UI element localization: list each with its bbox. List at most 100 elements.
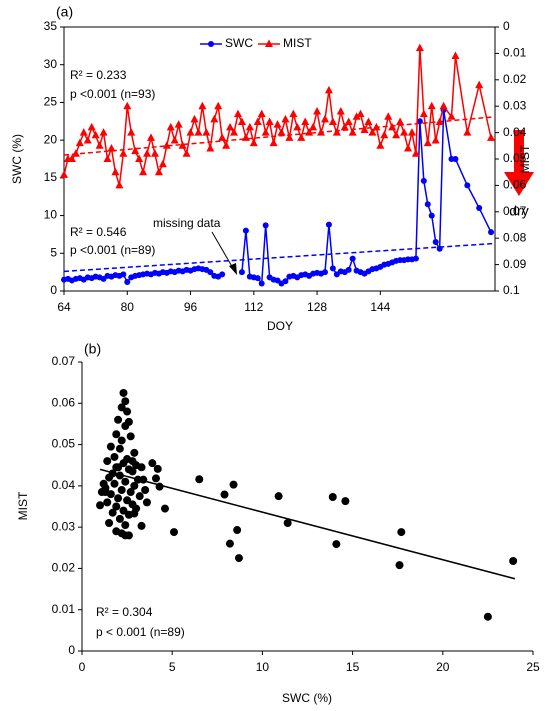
y-tick-label: 5 [50,245,57,259]
circle-marker [137,463,146,472]
triangle-marker [139,167,148,176]
triangle-marker [143,149,152,157]
triangle-marker [99,128,108,136]
triangle-marker [463,128,472,136]
annotation: R² = 0.304 [96,605,153,619]
y-tick-label: 25 [44,95,58,109]
triangle-marker [166,122,175,131]
circle-marker [114,494,123,503]
y-tick-label: 0.06 [52,395,76,409]
circle-marker [105,473,114,482]
triangle-marker [257,109,266,118]
triangle-marker [313,106,322,115]
triangle-marker [103,154,112,162]
y-tick-label: 0.01 [52,602,76,616]
circle-marker [282,278,289,285]
triangle-marker [182,149,191,157]
triangle-marker [60,170,68,178]
y2-tick-label: 0.06 [503,178,527,192]
circle-marker [130,481,139,490]
triangle-marker [415,43,424,52]
y2-tick-label: 0.02 [503,72,527,86]
triangle-marker [324,85,333,94]
x-tick-label: 96 [184,300,198,314]
x-tick-label: 0 [79,660,86,674]
circle-marker [207,269,214,276]
triangle-marker [340,122,349,131]
dry-arrow-head [504,172,534,196]
circle-marker [120,271,127,278]
circle-marker [115,471,124,480]
trend-line [99,468,516,580]
triangle-marker [404,143,413,152]
circle-marker [195,475,204,484]
y2-tick-label: 0.04 [503,125,527,139]
circle-marker [345,266,352,273]
triangle-marker [380,130,389,139]
triangle-marker [289,109,298,118]
y-tick-label: 10 [44,208,58,222]
circle-marker [123,496,132,505]
circle-marker [420,177,427,184]
circle-marker [476,205,483,212]
triangle-marker [396,117,405,126]
circle-marker [137,521,146,530]
circle-marker [126,488,135,497]
triangle-marker [202,128,211,136]
circle-marker [412,255,419,262]
y2-tick-label: 0.03 [503,98,527,112]
circle-marker [128,457,137,466]
circle-marker [483,612,492,621]
x-tick-label: 112 [244,300,263,314]
triangle-marker [119,149,128,157]
triangle-marker [214,101,223,110]
arrow-head [229,263,237,275]
triangle-marker [91,130,100,139]
triangle-marker [87,122,96,131]
circle-marker [395,561,404,570]
circle-marker [225,539,234,548]
triangle-marker [162,141,171,149]
circle-marker [283,519,292,528]
circle-marker [242,227,249,234]
circle-marker [115,514,124,523]
circle-marker [151,474,160,483]
x-tick-label: 128 [307,300,327,314]
circle-marker [262,222,269,229]
circle-marker [233,526,242,535]
triangle-marker [154,167,163,176]
triangle-marker [384,112,393,120]
circle-marker [349,255,356,262]
y-tick-label: 0.03 [52,519,76,533]
y2-tick-label: 0 [503,19,510,33]
triangle-marker [372,122,381,131]
y2-tick-label: 0.09 [503,257,527,271]
circle-marker [258,280,265,287]
circle-marker [110,452,119,461]
triangle-marker [269,138,278,147]
circle-marker [121,521,130,530]
triangle-marker [336,106,345,115]
triangle-marker [67,154,76,162]
circle-marker [219,271,226,278]
triangle-marker [83,136,92,144]
circle-marker [121,531,130,540]
x-tick-label: 20 [436,660,450,674]
triangle-marker [170,136,179,144]
triangle-marker [233,109,242,118]
circle-marker [141,485,150,494]
circle-marker [274,492,283,501]
triangle-marker [309,122,318,131]
triangle-marker [475,80,484,89]
circle-marker [114,415,123,424]
triangle-marker [364,117,373,126]
triangle-marker [392,130,401,139]
circle-marker [464,182,471,189]
legend-label: SWC [225,36,253,50]
annotation: p <0.001 (n=93) [70,87,155,101]
circle-marker [114,463,123,472]
y-tick-label: 30 [44,57,58,71]
circle-marker [160,504,169,513]
circle-marker [124,510,133,519]
